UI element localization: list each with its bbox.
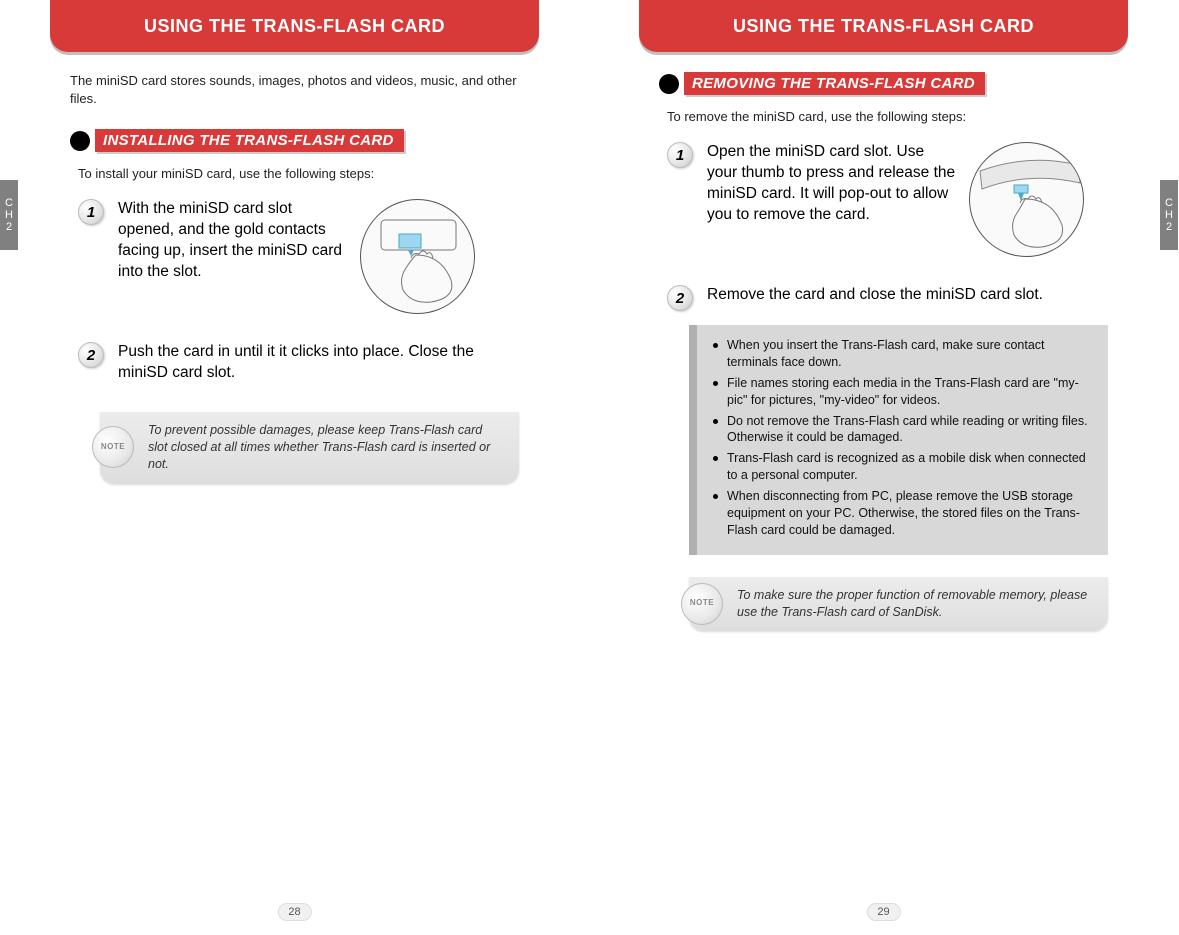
content-right: REMOVING THE TRANS-FLASH CARD To remove … xyxy=(589,72,1178,630)
content-left: The miniSD card stores sounds, images, p… xyxy=(0,72,589,483)
chapter-2: 2 xyxy=(6,221,12,233)
section-heading-remove: REMOVING THE TRANS-FLASH CARD xyxy=(659,72,1108,95)
tips-box: When you insert the Trans-Flash card, ma… xyxy=(689,325,1108,555)
page-left: USING THE TRANS-FLASH CARD C H 2 The min… xyxy=(0,0,589,935)
step-num-r1: 1 xyxy=(667,142,693,168)
chapter-2-r: 2 xyxy=(1166,221,1172,233)
step-text-r2: Remove the card and close the miniSD car… xyxy=(707,285,1108,306)
note-text-left: To prevent possible damages, please keep… xyxy=(148,423,490,471)
tip-item: File names storing each media in the Tra… xyxy=(713,375,1094,409)
page-number-left: 28 xyxy=(277,903,311,921)
section-title-remove: REMOVING THE TRANS-FLASH CARD xyxy=(684,72,985,95)
page-number-right: 29 xyxy=(866,903,900,921)
intro-left: The miniSD card stores sounds, images, p… xyxy=(70,72,519,107)
illustration-insert-card-icon xyxy=(360,199,475,314)
tip-item: Do not remove the Trans-Flash card while… xyxy=(713,413,1094,447)
step-text-2: Push the card in until it it clicks into… xyxy=(118,342,519,384)
step-num-r2: 2 xyxy=(667,285,693,311)
step-right-1: 1 Open the miniSD card slot. Use your th… xyxy=(667,142,1108,257)
note-box-right: NOTE To make sure the proper function of… xyxy=(689,577,1108,631)
note-box-left: NOTE To prevent possible damages, please… xyxy=(100,412,519,483)
note-text-right: To make sure the proper function of remo… xyxy=(737,588,1087,619)
chapter-h: H xyxy=(5,209,13,221)
section-bullet-icon xyxy=(70,131,90,151)
section-title-install: INSTALLING THE TRANS-FLASH CARD xyxy=(95,129,404,152)
tip-item: Trans-Flash card is recognized as a mobi… xyxy=(713,450,1094,484)
sub-intro-left: To install your miniSD card, use the fol… xyxy=(78,166,519,181)
illustration-remove-card-icon xyxy=(969,142,1084,257)
banner-right-text: USING THE TRANS-FLASH CARD xyxy=(733,16,1034,37)
banner-left: USING THE TRANS-FLASH CARD xyxy=(50,0,539,52)
chapter-tab-left: C H 2 xyxy=(0,180,18,250)
step-text-1: With the miniSD card slot opened, and th… xyxy=(118,199,348,283)
step-num-2: 2 xyxy=(78,342,104,368)
section-bullet-icon xyxy=(659,74,679,94)
tip-item: When you insert the Trans-Flash card, ma… xyxy=(713,337,1094,371)
step-text-r1: Open the miniSD card slot. Use your thum… xyxy=(707,142,957,226)
chapter-tab-right: C H 2 xyxy=(1160,180,1178,250)
chapter-h-r: H xyxy=(1165,209,1173,221)
step-left-2: 2 Push the card in until it it clicks in… xyxy=(78,342,519,384)
banner-right: USING THE TRANS-FLASH CARD xyxy=(639,0,1128,52)
banner-left-text: USING THE TRANS-FLASH CARD xyxy=(144,16,445,37)
chapter-c-r: C xyxy=(1165,197,1173,209)
tip-item: When disconnecting from PC, please remov… xyxy=(713,488,1094,539)
note-icon: NOTE xyxy=(92,426,134,468)
note-icon: NOTE xyxy=(681,583,723,625)
step-left-1: 1 With the miniSD card slot opened, and … xyxy=(78,199,519,314)
step-num-1: 1 xyxy=(78,199,104,225)
chapter-c: C xyxy=(5,197,13,209)
page-right: USING THE TRANS-FLASH CARD C H 2 REMOVIN… xyxy=(589,0,1178,935)
section-heading-install: INSTALLING THE TRANS-FLASH CARD xyxy=(70,129,519,152)
sub-intro-right: To remove the miniSD card, use the follo… xyxy=(667,109,1108,124)
step-right-2: 2 Remove the card and close the miniSD c… xyxy=(667,285,1108,311)
